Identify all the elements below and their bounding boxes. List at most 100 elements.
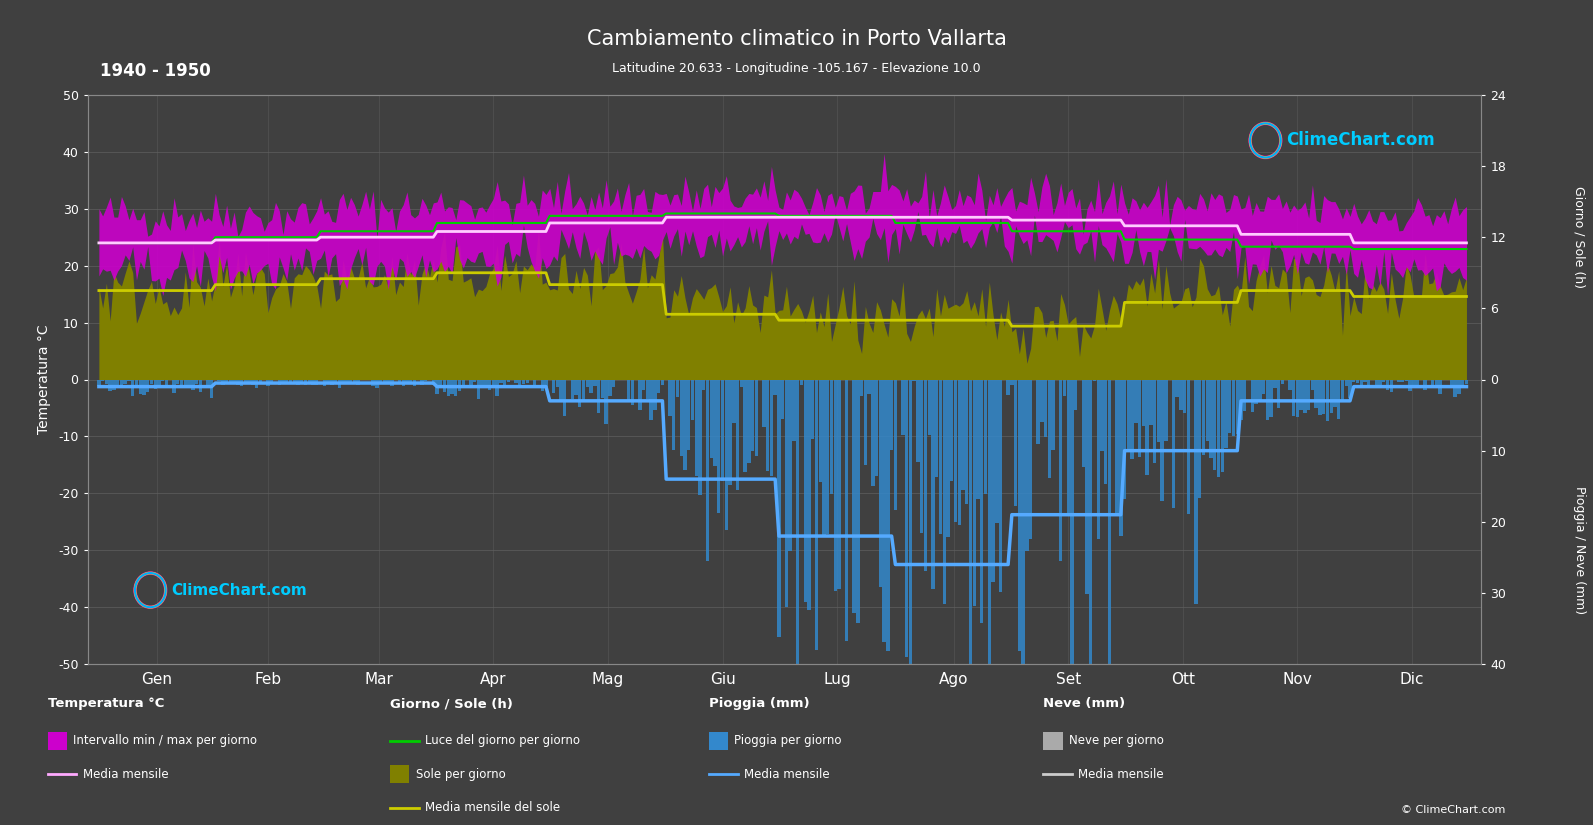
Bar <box>902 380 905 435</box>
Bar <box>1273 380 1276 388</box>
Bar <box>777 380 781 637</box>
Bar <box>996 380 999 522</box>
Bar <box>352 380 357 382</box>
Bar <box>1364 380 1367 382</box>
Bar <box>1281 380 1284 384</box>
Bar <box>921 380 924 533</box>
Bar <box>172 380 175 394</box>
Bar <box>886 380 889 651</box>
Bar <box>1453 380 1458 397</box>
Text: Intervallo min / max per giorno: Intervallo min / max per giorno <box>73 734 258 747</box>
Bar <box>484 380 487 387</box>
Bar <box>526 380 529 383</box>
Bar <box>722 380 725 481</box>
Bar <box>311 380 315 385</box>
Bar <box>977 380 980 499</box>
Bar <box>1236 380 1239 434</box>
Bar <box>1458 380 1461 394</box>
Bar <box>1341 380 1344 400</box>
Bar <box>811 380 814 439</box>
Bar <box>1101 380 1104 451</box>
Bar <box>1438 380 1442 394</box>
Bar <box>387 380 390 384</box>
Bar <box>266 380 269 386</box>
Bar <box>1424 380 1427 390</box>
Bar <box>1359 380 1364 386</box>
Bar <box>803 380 808 601</box>
Bar <box>1104 380 1107 483</box>
Text: Sole per giorno: Sole per giorno <box>416 768 505 780</box>
Bar <box>1311 380 1314 390</box>
Text: Cambiamento climatico in Porto Vallarta: Cambiamento climatico in Porto Vallarta <box>586 29 1007 49</box>
Bar <box>435 380 438 394</box>
Bar <box>1383 380 1386 382</box>
Bar <box>1303 380 1306 413</box>
Bar <box>108 380 112 391</box>
Bar <box>112 380 116 389</box>
Bar <box>932 380 935 589</box>
Bar <box>487 380 491 389</box>
Bar <box>601 380 604 398</box>
Bar <box>124 380 127 384</box>
Bar <box>424 380 427 381</box>
Bar <box>473 380 476 382</box>
Text: Latitudine 20.633 - Longitudine -105.167 - Elevazione 10.0: Latitudine 20.633 - Longitudine -105.167… <box>612 62 981 75</box>
Bar <box>1040 380 1043 422</box>
Bar <box>1059 380 1063 562</box>
Bar <box>1107 380 1112 734</box>
Bar <box>1319 380 1322 414</box>
Bar <box>1090 380 1093 672</box>
Bar <box>1400 380 1405 382</box>
Bar <box>774 380 777 394</box>
Bar <box>863 380 867 465</box>
Bar <box>307 380 311 382</box>
Bar <box>252 380 255 385</box>
Bar <box>698 380 701 495</box>
Bar <box>454 380 457 396</box>
Bar <box>1051 380 1055 450</box>
Bar <box>1184 380 1187 413</box>
Bar <box>135 380 139 384</box>
Y-axis label: Temperatura °C: Temperatura °C <box>37 325 51 434</box>
Bar <box>1085 380 1088 594</box>
Bar <box>1228 380 1231 433</box>
Bar <box>750 380 755 450</box>
Bar <box>1378 380 1381 387</box>
Bar <box>830 380 833 494</box>
Bar <box>609 380 612 397</box>
Bar <box>739 380 742 387</box>
Bar <box>495 380 499 396</box>
Bar <box>1063 380 1066 396</box>
Bar <box>1164 380 1168 441</box>
Bar <box>905 380 908 657</box>
Bar <box>924 380 927 571</box>
Bar <box>819 380 822 482</box>
Bar <box>1206 380 1209 441</box>
Bar <box>1243 380 1246 411</box>
Bar <box>589 380 593 393</box>
Text: Neve per giorno: Neve per giorno <box>1069 734 1164 747</box>
Bar <box>296 380 299 385</box>
Bar <box>1306 380 1311 410</box>
Bar <box>957 380 961 525</box>
Bar <box>247 380 250 382</box>
Bar <box>315 380 319 384</box>
Bar <box>653 380 656 410</box>
Bar <box>1300 380 1303 409</box>
Bar <box>1021 380 1024 696</box>
Bar <box>575 380 578 395</box>
Bar <box>894 380 897 510</box>
Bar <box>1120 380 1123 536</box>
Bar <box>398 380 401 384</box>
Bar <box>476 380 479 399</box>
Bar <box>1278 380 1281 408</box>
Bar <box>191 380 194 390</box>
Bar <box>330 380 333 385</box>
Bar <box>446 380 449 396</box>
Bar <box>545 380 548 387</box>
Bar <box>1435 380 1438 389</box>
Bar <box>507 380 510 383</box>
Bar <box>1322 380 1325 413</box>
Bar <box>908 380 913 738</box>
Bar <box>1195 380 1198 604</box>
